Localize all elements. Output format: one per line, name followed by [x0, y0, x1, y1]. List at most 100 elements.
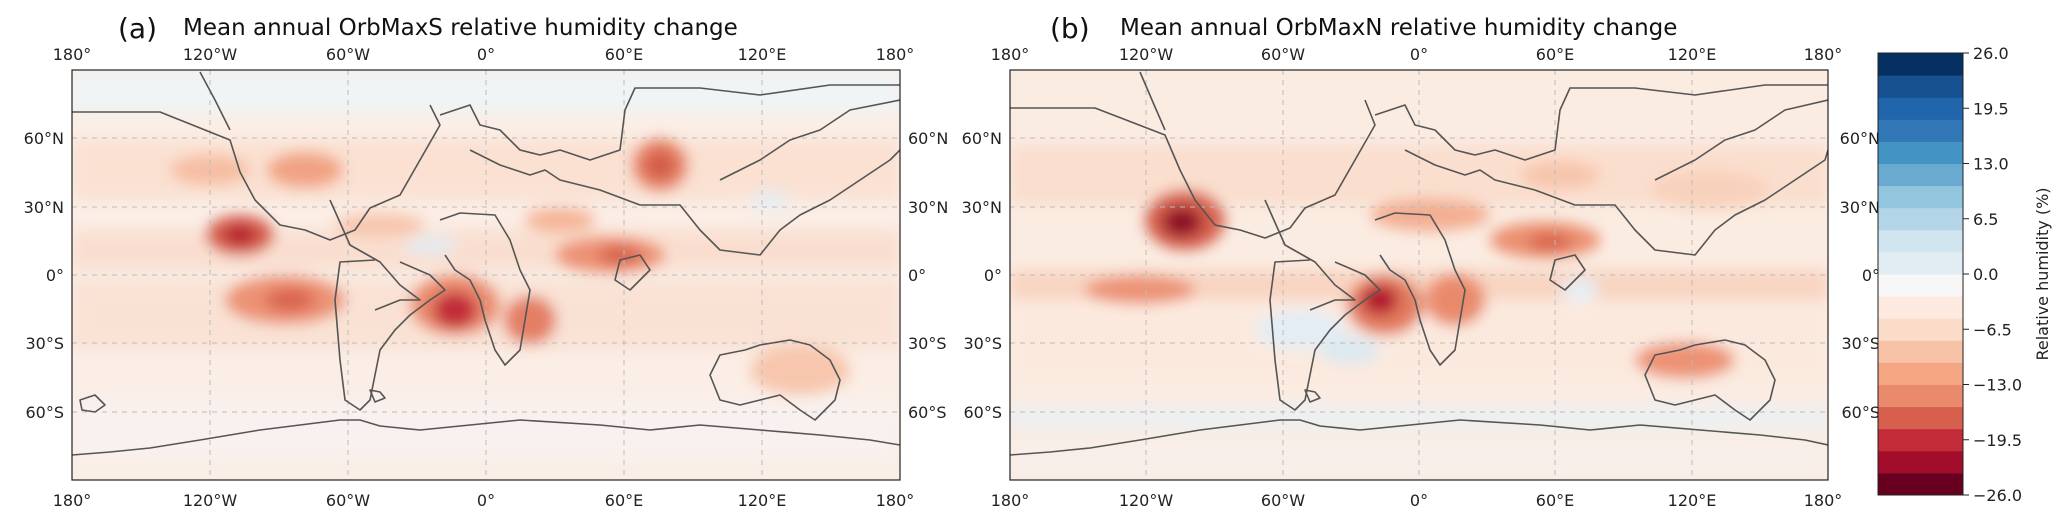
colorbar-tick-label: 26.0: [1973, 44, 2009, 63]
tick-label: 60°S: [1841, 403, 1880, 422]
colorbar-swatch: [1878, 362, 1963, 385]
colorbar-tick-label: −6.5: [1973, 320, 2012, 339]
panel-a-frame: [71, 69, 901, 481]
tick-label: 60°W: [326, 45, 370, 64]
tick-label: 30°S: [908, 334, 947, 353]
tick-label: 30°S: [1841, 334, 1880, 353]
colorbar-swatch: [1878, 251, 1963, 275]
colorbar-swatch: [1878, 163, 1963, 187]
feature-a-australia: [750, 345, 850, 395]
tick-label: 180°: [1804, 491, 1843, 510]
colorbar: 26.0 19.5 13.0 6.5 0.0 −6.5 −13.0 −19.5 −26.0 Re…: [1877, 44, 2052, 505]
colorbar-swatch: [1878, 274, 1963, 297]
colorbar-ticks: 26.0 19.5 13.0 6.5 0.0 −6.5 −13.0 −19.5 −26.0: [1963, 44, 2022, 505]
panel-a-lon-ticks-bottom: 180° 120°W 60°W 0° 60°E 120°E 180°: [53, 491, 915, 510]
tick-label: 120°W: [1119, 491, 1174, 510]
panel-a: (a) Mean annual OrbMaxS relative humidit…: [24, 12, 949, 510]
tick-label: 180°: [1804, 45, 1843, 64]
panel-b-lat-ticks-left: 60°N 30°N 0° 30°S 60°S: [962, 129, 1002, 422]
tick-label: 30°N: [1840, 198, 1880, 217]
panel-a-lat-ticks-left: 60°N 30°N 0° 30°S 60°S: [24, 129, 64, 422]
tick-label: 120°E: [738, 45, 787, 64]
tick-label: 60°E: [1536, 45, 1574, 64]
tick-label: 0°: [1410, 45, 1428, 64]
feature-b-epacific: [1085, 276, 1195, 304]
colorbar-swatch: [1878, 450, 1963, 474]
tick-label: 60°E: [605, 491, 643, 510]
tick-label: 30°S: [963, 334, 1002, 353]
tick-label: 30°N: [962, 198, 1002, 217]
tick-label: 180°: [53, 45, 92, 64]
colorbar-swatch: [1878, 75, 1963, 98]
colorbar-label: Relative humidity (%): [2033, 187, 2052, 360]
colorbar-swatch: [1878, 207, 1963, 231]
panel-b-coastlines: [1010, 71, 1828, 456]
panel-b-frame: [1009, 69, 1829, 481]
colorbar-swatch: [1878, 428, 1963, 452]
panel-b-lon-ticks-top: 180° 120°W 60°W 0° 60°E 120°E 180°: [991, 45, 1843, 64]
tick-label: 60°S: [25, 403, 64, 422]
tick-label: 120°W: [183, 45, 238, 64]
colorbar-swatch: [1878, 229, 1963, 253]
tick-label: 60°W: [1261, 491, 1305, 510]
feature-b-cafrica: [1425, 274, 1485, 326]
tick-label: 0°: [1862, 266, 1880, 285]
tick-label: 0°: [908, 266, 926, 285]
colorbar-swatches: [1878, 53, 1963, 496]
panel-a-coastlines: [72, 71, 900, 456]
colorbar-swatch: [1878, 141, 1963, 164]
colorbar-swatch: [1878, 318, 1963, 341]
tick-label: 180°: [991, 491, 1030, 510]
panel-a-lon-ticks-top: 180° 120°W 60°W 0° 60°E 120°E 180°: [53, 45, 915, 64]
panel-a-gridlines: [72, 70, 900, 480]
tick-label: 60°N: [962, 129, 1002, 148]
colorbar-tick-label: 13.0: [1973, 155, 2009, 174]
colorbar-tick-label: −13.0: [1973, 376, 2022, 395]
panel-b-lon-ticks-bottom: 180° 120°W 60°W 0° 60°E 120°E 180°: [991, 491, 1843, 510]
tick-label: 120°E: [738, 491, 787, 510]
panel-b-label: (b): [1050, 12, 1090, 45]
feature-a-safrica: [504, 296, 556, 344]
colorbar-swatch: [1878, 472, 1963, 496]
colorbar-tick-label: 6.5: [1973, 210, 1998, 229]
tick-label: 60°W: [1261, 45, 1305, 64]
colorbar-swatch: [1878, 406, 1963, 430]
tick-label: 180°: [53, 491, 92, 510]
panel-a-lat-ticks-right: 60°N 30°N 0° 30°S 60°S: [908, 129, 948, 422]
tick-label: 120°W: [1119, 45, 1174, 64]
colorbar-swatch: [1878, 185, 1963, 209]
panel-b: (b) Mean annual OrbMaxN relative humidit…: [962, 12, 1880, 510]
tick-label: 180°: [876, 45, 915, 64]
panel-b-gridlines: [1010, 70, 1828, 480]
colorbar-tick-label: −26.0: [1973, 486, 2022, 505]
colorbar-swatch: [1878, 53, 1963, 76]
colorbar-tick-label: 0.0: [1973, 265, 1998, 284]
tick-label: 180°: [991, 45, 1030, 64]
tick-label: 60°E: [605, 45, 643, 64]
feature-a-canada: [267, 152, 343, 188]
tick-label: 60°S: [963, 403, 1002, 422]
tick-label: 60°W: [326, 491, 370, 510]
panel-a-title: Mean annual OrbMaxS relative humidity ch…: [183, 15, 738, 41]
tick-label: 30°N: [908, 198, 948, 217]
tick-label: 120°E: [1668, 491, 1717, 510]
tick-label: 30°N: [24, 198, 64, 217]
colorbar-tick-label: −19.5: [1973, 431, 2022, 450]
tick-label: 60°N: [1840, 129, 1880, 148]
colorbar-swatch: [1878, 384, 1963, 408]
tick-label: 60°N: [908, 129, 948, 148]
tick-label: 0°: [477, 491, 495, 510]
colorbar-swatch: [1878, 97, 1963, 120]
panel-a-label: (a): [118, 12, 157, 45]
colorbar-tick-label: 19.5: [1973, 99, 2009, 118]
tick-label: 30°S: [25, 334, 64, 353]
tick-label: 0°: [46, 266, 64, 285]
tick-label: 60°S: [908, 403, 947, 422]
tick-label: 180°: [876, 491, 915, 510]
tick-label: 60°N: [24, 129, 64, 148]
tick-label: 0°: [984, 266, 1002, 285]
panel-b-title: Mean annual OrbMaxN relative humidity ch…: [1120, 15, 1677, 41]
colorbar-swatch: [1878, 119, 1963, 142]
